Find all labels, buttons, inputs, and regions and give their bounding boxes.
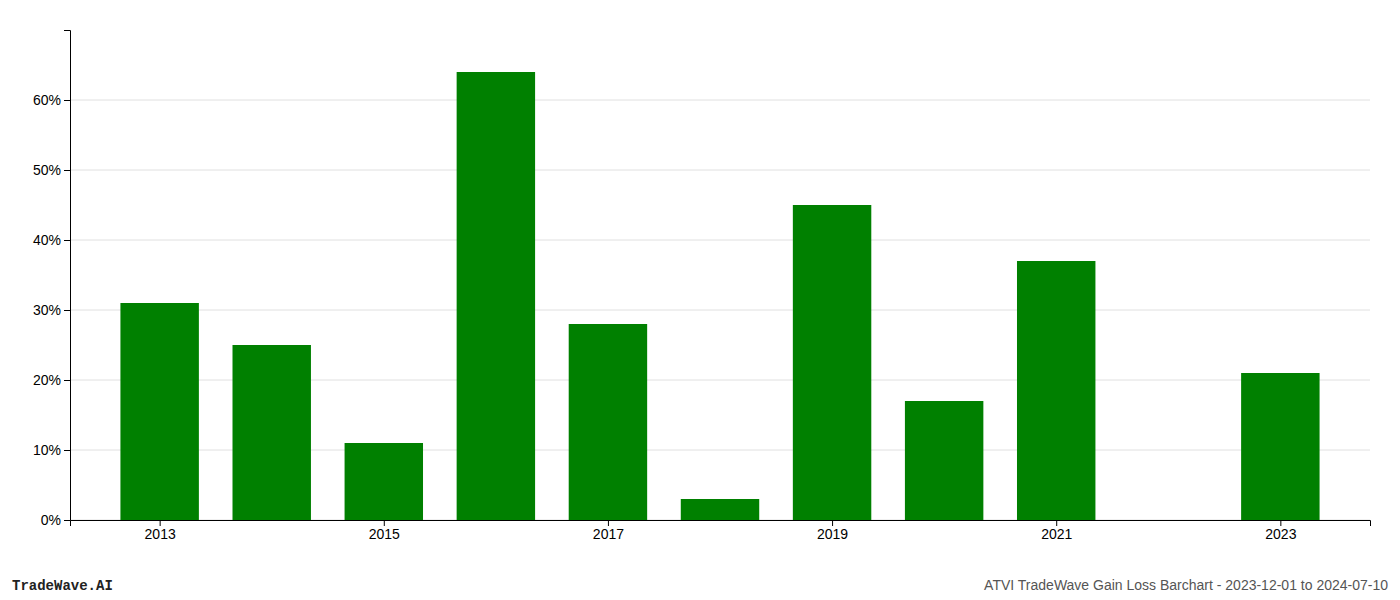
bar <box>793 205 871 520</box>
x-tick-label: 2017 <box>593 526 624 542</box>
grid <box>70 100 1370 520</box>
x-tick: 2013 <box>145 520 176 542</box>
plot: 0% 10% 20% 30% 40% 50% 60% 2013 2015 2017 2019 2021… <box>33 31 1371 542</box>
bar <box>457 72 535 520</box>
x-axis: 2013 2015 2017 2019 2021 2023 <box>71 520 1371 542</box>
bar <box>905 401 983 520</box>
y-tick-mark <box>64 170 70 171</box>
x-tick-label: 2015 <box>369 526 400 542</box>
y-tick: 20% <box>33 372 70 388</box>
y-tick-label: 40% <box>33 232 61 248</box>
bar <box>233 345 311 520</box>
grid-line <box>70 170 1370 171</box>
bar <box>1017 261 1095 520</box>
chart: 0% 10% 20% 30% 40% 50% 60% 2013 2015 2017 2019 2021… <box>0 0 1400 600</box>
bar <box>1241 373 1319 520</box>
x-tick: 2023 <box>1265 520 1296 542</box>
x-tick-label: 2021 <box>1041 526 1072 542</box>
y-tick-label: 30% <box>33 302 61 318</box>
bars <box>120 72 1319 520</box>
y-tick-label: 20% <box>33 372 61 388</box>
y-tick-mark <box>64 310 70 311</box>
y-tick-mark <box>64 100 70 101</box>
x-tick: 2017 <box>593 520 624 542</box>
y-tick-mark <box>64 380 70 381</box>
grid-line <box>70 310 1370 311</box>
y-axis: 0% 10% 20% 30% 40% 50% 60% <box>33 31 71 528</box>
y-tick-mark <box>64 450 70 451</box>
x-tick-label: 2019 <box>817 526 848 542</box>
x-tick-label: 2023 <box>1265 526 1296 542</box>
bar <box>681 499 759 520</box>
y-axis-line <box>64 31 71 521</box>
y-tick: 0% <box>41 512 70 528</box>
y-tick-label: 60% <box>33 92 61 108</box>
y-tick-label: 0% <box>41 512 61 528</box>
y-tick: 40% <box>33 232 70 248</box>
x-tick: 2021 <box>1041 520 1072 542</box>
y-tick: 50% <box>33 162 70 178</box>
x-axis-line <box>71 521 1371 527</box>
x-tick-label: 2013 <box>145 526 176 542</box>
bar <box>1129 520 1207 521</box>
bar <box>569 324 647 520</box>
y-tick: 10% <box>33 442 70 458</box>
y-tick-mark <box>64 520 70 521</box>
grid-line <box>70 100 1370 101</box>
bar <box>120 303 198 520</box>
x-tick: 2019 <box>817 520 848 542</box>
bar <box>345 443 423 520</box>
y-tick-label: 10% <box>33 442 61 458</box>
y-tick: 60% <box>33 92 70 108</box>
y-tick-mark <box>64 240 70 241</box>
footer-text: ATVI TradeWave Gain Loss Barchart - 2023… <box>984 577 1388 593</box>
grid-line <box>70 240 1370 241</box>
x-tick: 2015 <box>369 520 400 542</box>
footer-text: TradeWave.AI <box>12 578 113 594</box>
y-tick: 30% <box>33 302 70 318</box>
y-tick-label: 50% <box>33 162 61 178</box>
